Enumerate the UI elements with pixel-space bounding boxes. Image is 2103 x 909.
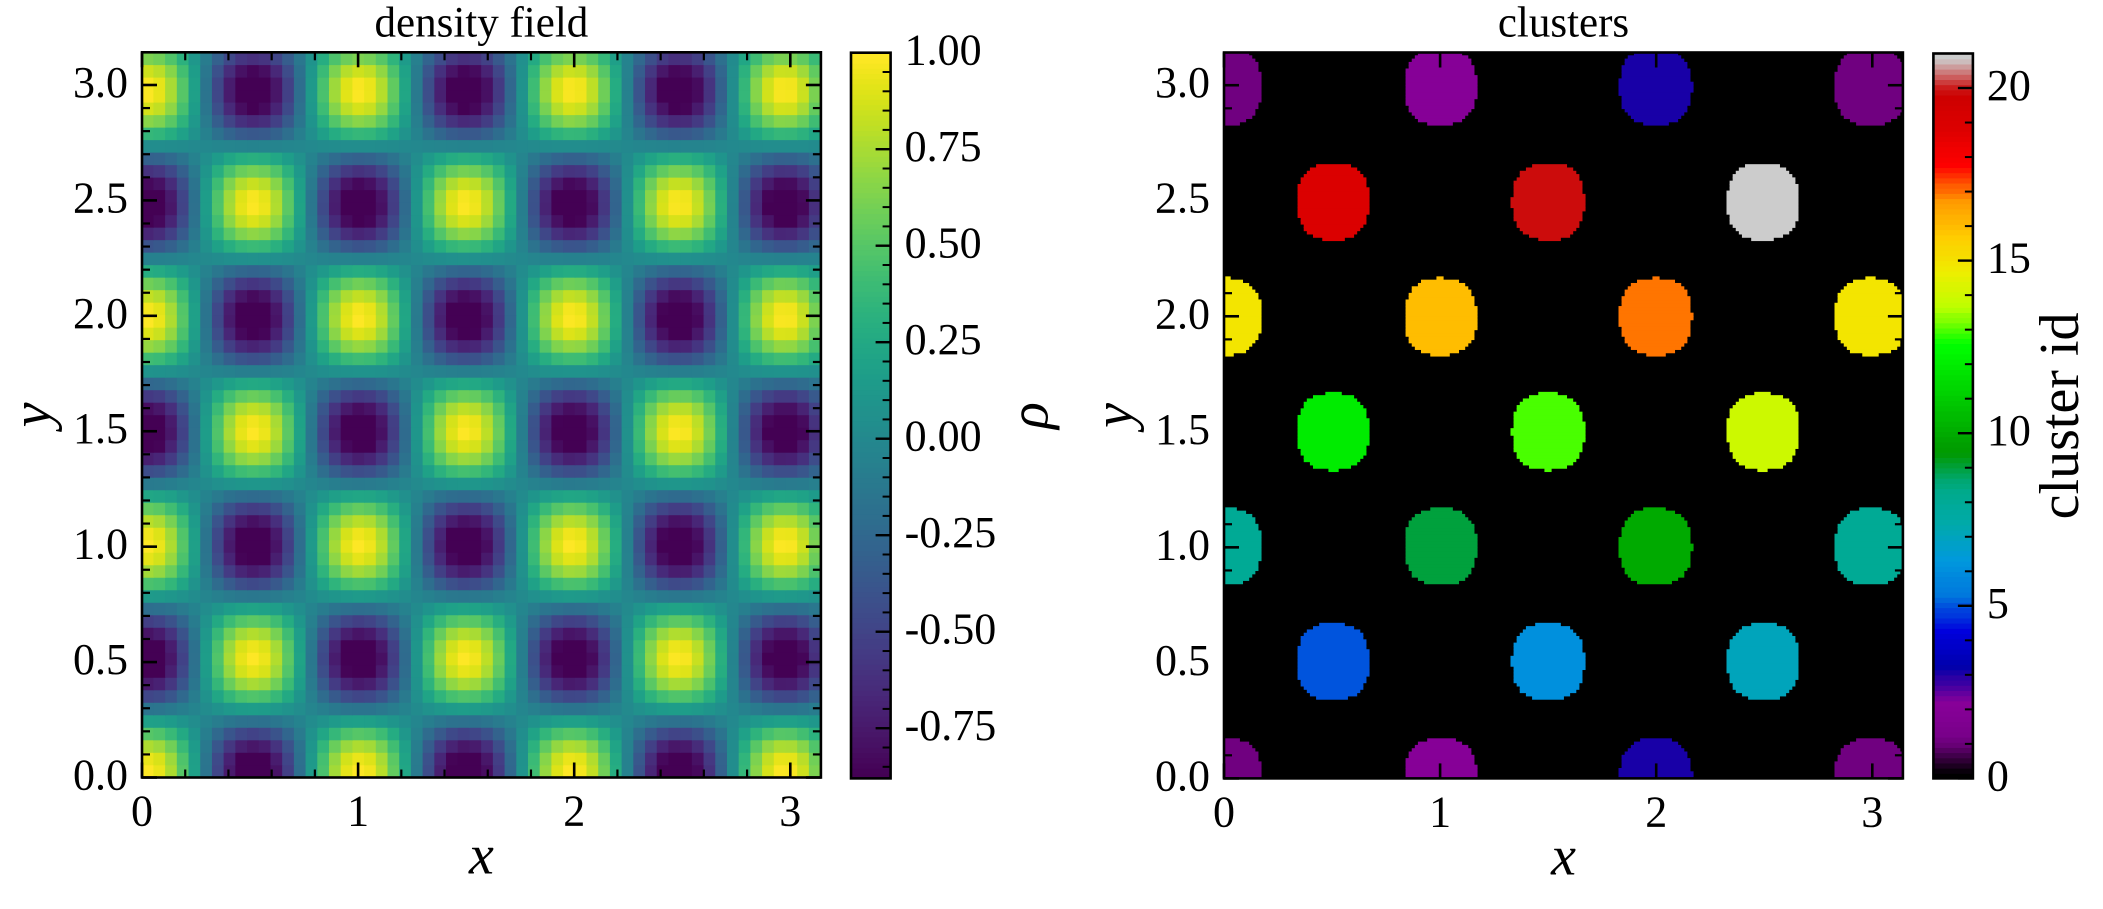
svg-text:0.25: 0.25 (905, 315, 982, 364)
svg-text:cluster id: cluster id (2029, 312, 2091, 519)
svg-text:5: 5 (1987, 579, 2009, 628)
svg-text:x: x (1550, 825, 1576, 887)
svg-text:1.5: 1.5 (1155, 405, 1210, 454)
svg-text:0.5: 0.5 (73, 635, 128, 684)
svg-text:3.0: 3.0 (1155, 58, 1210, 107)
svg-text:10: 10 (1987, 406, 2031, 455)
svg-text:-0.25: -0.25 (905, 508, 997, 557)
svg-text:density field: density field (375, 0, 589, 46)
svg-text:x: x (468, 825, 494, 887)
svg-text:3: 3 (779, 787, 801, 836)
svg-text:2.0: 2.0 (1155, 289, 1210, 338)
svg-text:20: 20 (1987, 61, 2031, 110)
svg-text:0: 0 (131, 787, 153, 836)
svg-text:1.00: 1.00 (905, 26, 982, 75)
svg-text:0.0: 0.0 (1155, 751, 1210, 800)
svg-text:1.0: 1.0 (73, 520, 128, 569)
svg-text:ρ: ρ (999, 402, 1061, 431)
svg-text:y: y (1, 402, 63, 432)
svg-text:0.5: 0.5 (1155, 636, 1210, 685)
svg-text:-0.50: -0.50 (905, 605, 997, 654)
svg-text:2: 2 (1645, 787, 1667, 836)
svg-text:1: 1 (347, 787, 369, 836)
svg-text:-0.75: -0.75 (905, 701, 997, 750)
svg-text:3.0: 3.0 (73, 58, 128, 107)
svg-text:0: 0 (1987, 751, 2009, 800)
svg-text:1.0: 1.0 (1155, 520, 1210, 569)
svg-text:2: 2 (563, 787, 585, 836)
svg-text:2.5: 2.5 (1155, 174, 1210, 223)
svg-text:1: 1 (1429, 787, 1451, 836)
svg-text:y: y (1083, 403, 1145, 433)
svg-text:3: 3 (1861, 787, 1883, 836)
svg-text:2.0: 2.0 (73, 289, 128, 338)
svg-text:0.50: 0.50 (905, 219, 982, 268)
svg-text:0.00: 0.00 (905, 412, 982, 461)
svg-text:0.0: 0.0 (73, 751, 128, 800)
svg-text:1.5: 1.5 (73, 404, 128, 453)
svg-text:0.75: 0.75 (905, 122, 982, 171)
svg-text:2.5: 2.5 (73, 173, 128, 222)
svg-text:15: 15 (1987, 234, 2031, 283)
svg-text:0: 0 (1213, 787, 1235, 836)
svg-text:clusters: clusters (1498, 0, 1629, 47)
